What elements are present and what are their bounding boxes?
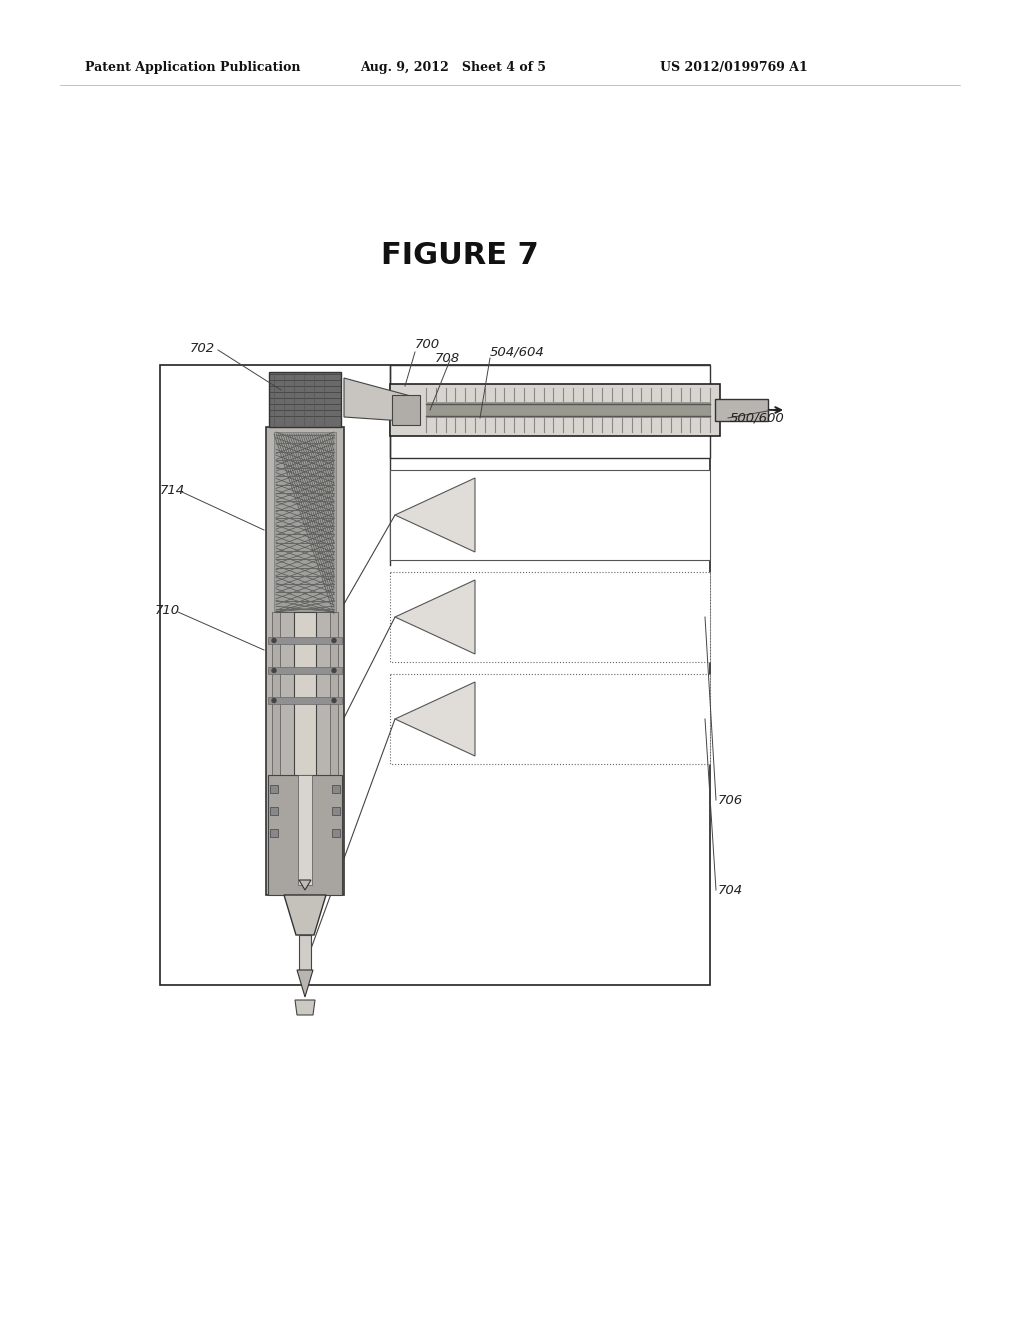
Bar	[268, 775, 342, 895]
Bar	[390, 384, 720, 436]
Polygon shape	[297, 970, 313, 997]
Bar	[390, 366, 710, 458]
Text: 714: 714	[160, 483, 185, 496]
Bar	[272, 612, 280, 775]
Bar	[270, 829, 278, 837]
Bar	[268, 697, 342, 704]
Bar	[390, 675, 710, 764]
Text: 704: 704	[718, 883, 743, 896]
Circle shape	[272, 639, 276, 643]
Polygon shape	[295, 1001, 315, 1015]
Bar	[268, 667, 342, 675]
Bar	[274, 432, 336, 612]
Bar	[332, 785, 340, 793]
Circle shape	[332, 639, 336, 643]
Bar	[390, 572, 710, 663]
Polygon shape	[284, 895, 326, 935]
Text: 700: 700	[415, 338, 440, 351]
Bar	[266, 426, 344, 895]
Text: Patent Application Publication: Patent Application Publication	[85, 62, 300, 74]
Bar	[392, 395, 420, 425]
Text: 500/600: 500/600	[730, 412, 784, 425]
Bar	[390, 470, 710, 560]
Text: 708: 708	[435, 351, 460, 364]
Bar	[298, 775, 312, 884]
Polygon shape	[395, 682, 475, 756]
Text: 706: 706	[718, 793, 743, 807]
Bar	[269, 372, 341, 426]
Bar	[330, 612, 338, 775]
Bar	[270, 785, 278, 793]
Polygon shape	[344, 378, 418, 422]
Circle shape	[332, 668, 336, 672]
Text: 702: 702	[190, 342, 215, 355]
Polygon shape	[395, 478, 475, 552]
Circle shape	[272, 698, 276, 702]
Bar	[268, 638, 342, 644]
Text: 710: 710	[155, 603, 180, 616]
Polygon shape	[395, 579, 475, 653]
Circle shape	[272, 668, 276, 672]
Bar	[270, 807, 278, 814]
Circle shape	[332, 698, 336, 702]
Text: US 2012/0199769 A1: US 2012/0199769 A1	[660, 62, 808, 74]
Bar	[299, 935, 311, 970]
Bar	[160, 366, 710, 985]
Polygon shape	[299, 880, 311, 890]
Bar	[426, 403, 710, 418]
Text: 504/604: 504/604	[490, 346, 545, 359]
Bar	[294, 612, 316, 775]
Text: Aug. 9, 2012   Sheet 4 of 5: Aug. 9, 2012 Sheet 4 of 5	[360, 62, 546, 74]
Bar	[332, 829, 340, 837]
Text: FIGURE 7: FIGURE 7	[381, 240, 539, 269]
Bar	[715, 399, 768, 421]
Bar	[332, 807, 340, 814]
